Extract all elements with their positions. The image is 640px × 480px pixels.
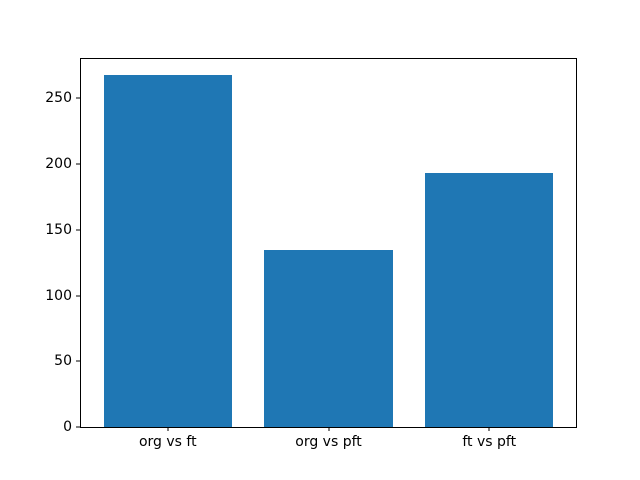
y-tick-label: 100	[45, 287, 72, 304]
x-tick-mark	[488, 427, 490, 431]
bar	[103, 74, 233, 427]
y-tick-mark	[76, 229, 80, 231]
y-tick-mark	[76, 163, 80, 165]
y-tick-label: 250	[45, 90, 72, 107]
plot-area: 0 50 100 150 200 250 org vs ft org vs pft ft vs …	[45, 58, 577, 449]
x-tick-label: org vs ft	[138, 434, 197, 450]
y-tick-label: 150	[45, 221, 72, 238]
bar	[264, 249, 393, 427]
y-tick-mark	[76, 295, 80, 297]
y-tick-label: 50	[54, 353, 72, 370]
x-tick-label: ft vs pft	[462, 434, 517, 450]
x-tick-mark	[167, 427, 169, 431]
x-tick-mark	[328, 427, 329, 431]
y-tick-mark	[76, 97, 80, 99]
y-tick-label: 0	[63, 419, 72, 435]
bar	[424, 173, 554, 427]
y-tick-label: 200	[45, 156, 72, 173]
y-tick-mark	[76, 426, 80, 428]
y-tick-mark	[76, 360, 80, 362]
x-tick-label: org vs pft	[295, 434, 362, 450]
